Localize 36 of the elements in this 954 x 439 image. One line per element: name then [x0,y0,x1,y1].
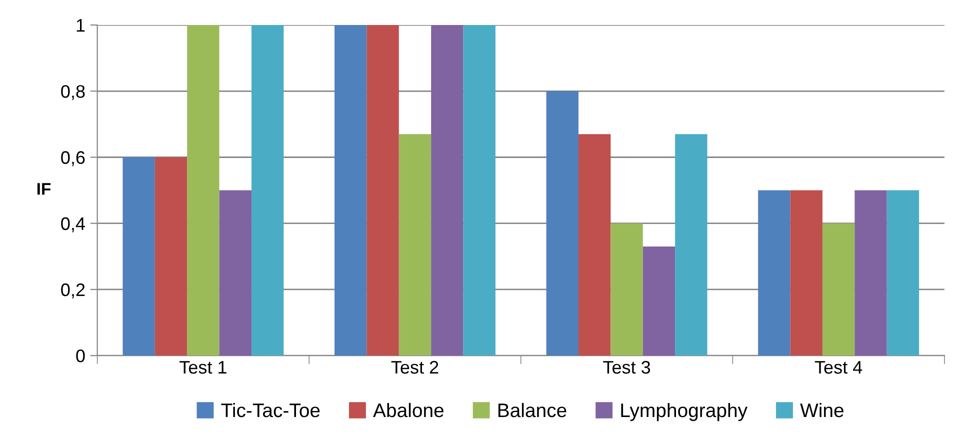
bar [758,190,790,356]
bar [398,134,432,356]
bar [122,157,155,356]
y-tick-label: 0,8 [61,85,85,100]
bar [366,25,399,356]
y-tick-label: 1 [76,19,85,32]
y-tick-label: 0 [76,350,85,362]
bar [578,134,611,356]
bar [334,25,367,356]
bar [642,246,676,356]
bar [886,190,920,356]
bar [610,223,643,356]
bar [431,25,464,356]
bar [219,190,252,356]
bar [154,157,188,356]
bar [251,25,284,356]
legend-label: Abalone [373,402,444,418]
legend-label: Tic-Tac-Toe [221,402,320,418]
bar [546,91,578,356]
bar [187,25,220,356]
bar [854,190,887,356]
legend-label: Balance [498,402,566,418]
x-tick-label: Test 2 [391,360,438,374]
y-tick-label: 0,2 [61,283,85,298]
y-axis-title: IF [37,183,51,195]
y-tick-label: 0,6 [61,151,85,166]
y-tick-label: 0,4 [61,217,85,232]
bar [790,190,822,356]
bar [822,223,855,356]
x-tick-label: Test 1 [180,361,226,374]
x-tick-label: Test 3 [603,360,650,374]
x-tick-label: Test 4 [814,361,862,374]
legend-label: Wine [800,402,844,418]
bar [463,25,496,356]
bar [675,134,708,356]
legend-label: Lymphography [621,402,748,422]
